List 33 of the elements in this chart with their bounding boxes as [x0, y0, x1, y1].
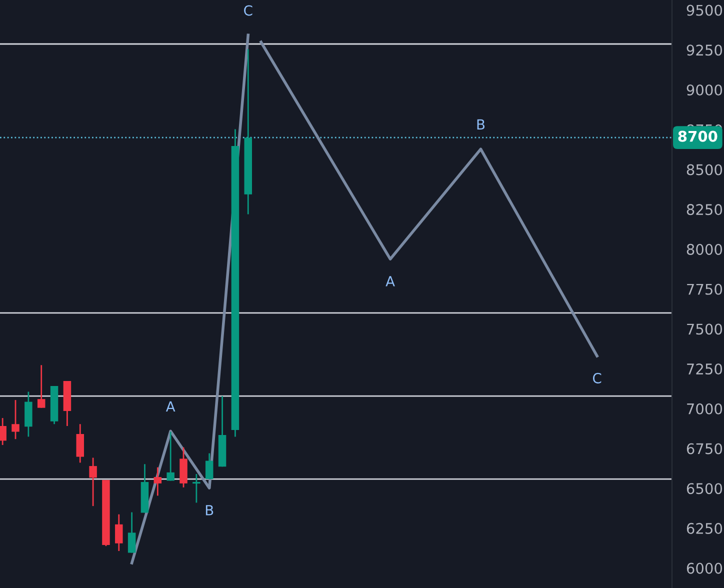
data-label: A: [386, 276, 395, 286]
y-tick-label: 7500: [687, 324, 722, 335]
y-tick-label: 6750: [686, 443, 722, 454]
y-tick-label: 9000: [686, 84, 722, 96]
y-tick-label: 7000: [687, 403, 722, 414]
candlestick: [205, 452, 214, 480]
candlestick: [115, 514, 123, 552]
candlestick: [154, 466, 162, 496]
data-label: B: [206, 505, 214, 516]
candlestick: [128, 512, 136, 554]
candlestick: [89, 457, 97, 507]
y-tick-label: 9500: [686, 4, 722, 16]
data-label: C: [244, 5, 252, 16]
candlestick: [76, 423, 84, 464]
y-tick-label: 8500: [686, 164, 722, 176]
y-tick-label: 9250: [686, 44, 722, 56]
candlestick: [192, 473, 200, 504]
ref-line-label: 8700: [678, 130, 718, 142]
data-label: B: [477, 119, 485, 130]
y-tick-label: 8250: [686, 204, 722, 216]
candlestick: [12, 399, 20, 440]
line-series: [260, 40, 598, 358]
y-tick-label: 7750: [687, 284, 722, 295]
data-label: C: [592, 372, 602, 384]
candlestick: [166, 431, 174, 482]
candlestick: [37, 364, 46, 409]
candlestick: [0, 417, 6, 446]
y-tick-label: 6250: [686, 522, 722, 534]
y-tick-label: 7250: [687, 363, 722, 375]
y-tick-label: 8000: [686, 244, 722, 255]
y-tick-label: 6000: [686, 562, 722, 574]
y-tick-label: 6500: [686, 483, 722, 494]
data-label: A: [166, 401, 176, 412]
